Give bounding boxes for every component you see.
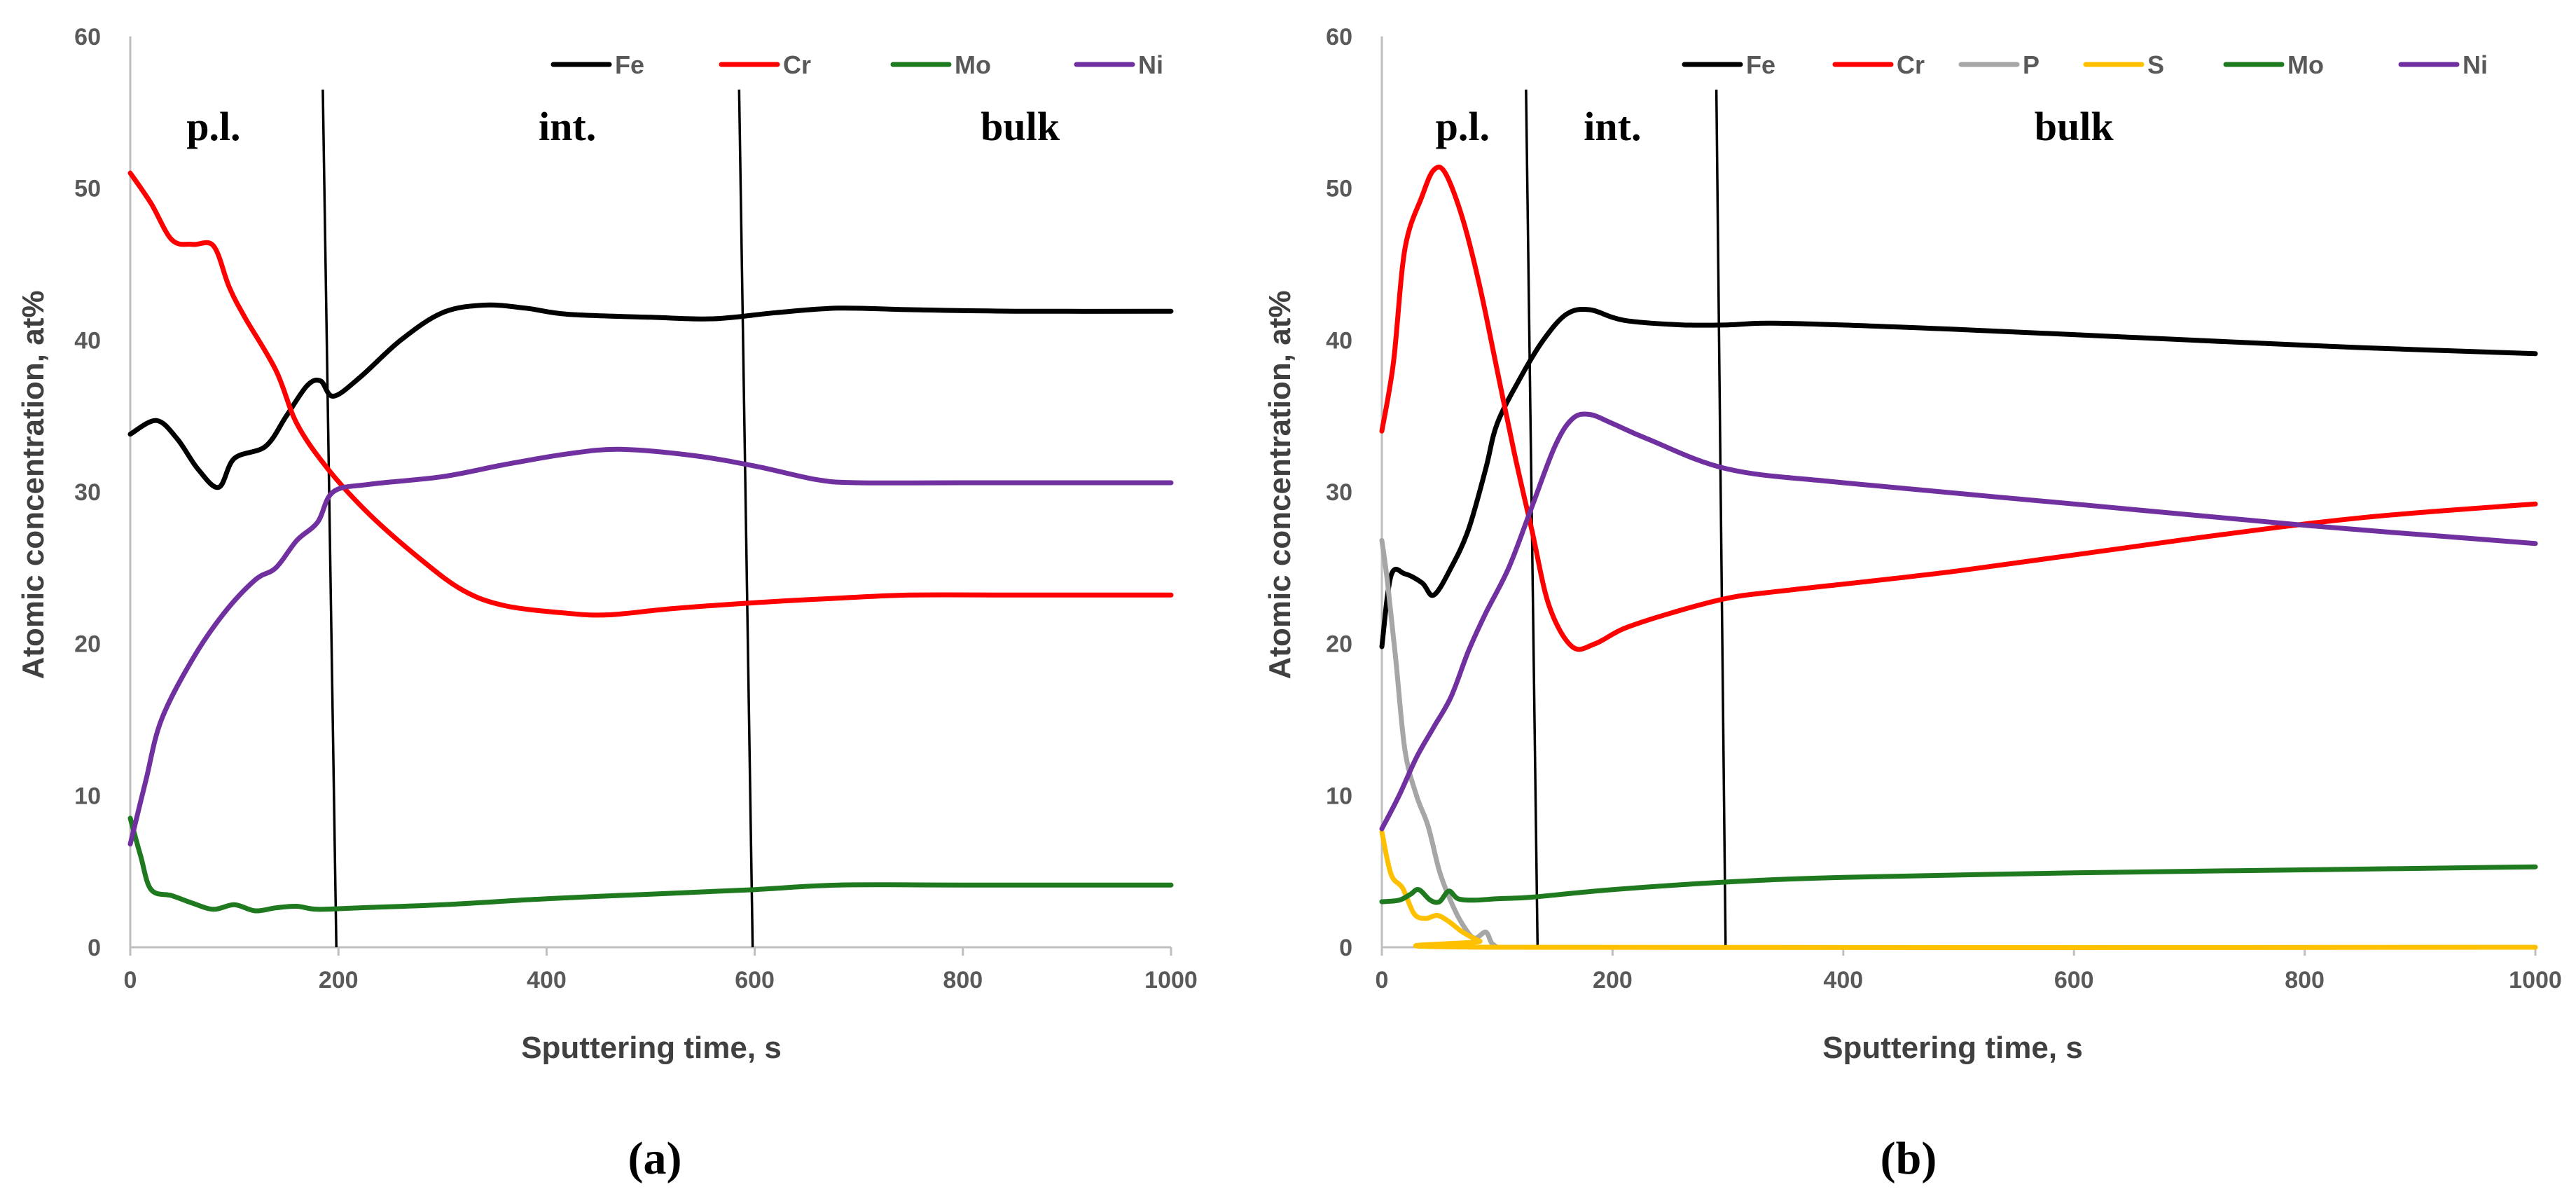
panel-a-y-tick-label: 30 [74, 479, 101, 506]
panel-b-region-boundary [1525, 89, 1539, 948]
panel-a-x-tick-label: 1000 [1144, 967, 1198, 994]
panel-a-y-tick-label: 50 [74, 176, 101, 202]
panel-a-region-boundary [321, 89, 338, 948]
panel-a-region-label: bulk [981, 104, 1060, 149]
panel-b-legend-label-fe: Fe [1746, 50, 1775, 79]
panel-b-series-mo-line [1379, 864, 2538, 905]
panel-a-legend-label-mo: Mo [955, 50, 991, 79]
panel-a-series-cr-line [127, 170, 1174, 618]
panel-b-region-label: int. [1584, 104, 1641, 149]
panel-b-x-tick-label: 200 [1593, 967, 1633, 994]
panel-b-region-label: bulk [2035, 104, 2114, 149]
panel-b-x-tick-label: 600 [2054, 967, 2094, 994]
panel-b-series-cr-line [1379, 164, 2538, 652]
panel-b-y-tick-label: 50 [1326, 176, 1352, 202]
panel-b-x-tick-label: 800 [2285, 967, 2325, 994]
panel-a-x-tick-label: 400 [527, 967, 567, 994]
panel-b-series-s-line [1379, 829, 2538, 951]
panel-a-y-tick-label: 40 [74, 327, 101, 354]
panel-a-legend-label-cr: Cr [783, 50, 811, 79]
panel-a-y-tick-label: 0 [88, 935, 101, 961]
panel-b-x-tick-label: 0 [1376, 967, 1389, 994]
panel-b-x-tick-label: 1000 [2509, 967, 2562, 994]
panel-b-y-tick-label: 60 [1326, 24, 1352, 50]
panel-b-legend-label-s: S [2147, 50, 2164, 79]
panel-a-y-axis-label: Atomic concentration, at% [16, 291, 50, 680]
panel-a-region-label: int. [539, 104, 596, 149]
panel-b-y-tick-label: 10 [1326, 783, 1352, 809]
panel-b-y-tick-label: 20 [1326, 631, 1352, 658]
panel-a-x-tick-label: 200 [319, 967, 359, 994]
panel-b-series-ni-line [1379, 411, 2538, 832]
panel-b-label: (b) [1881, 1133, 1937, 1184]
panel-b-region-boundary [1715, 89, 1727, 948]
panel-b-legend-label-mo: Mo [2287, 50, 2324, 79]
panel-a-label: (a) [628, 1133, 682, 1184]
panel-b-x-axis-label: Sputtering time, s [1822, 1031, 2083, 1065]
panel-b-legend-label-ni: Ni [2463, 50, 2488, 79]
panel-a-series-mo-line [127, 816, 1174, 914]
panel-a-region-boundary [738, 89, 754, 948]
panel-a-x-axis-label: Sputtering time, s [521, 1031, 782, 1065]
panel-b-y-tick-label: 0 [1339, 935, 1352, 961]
panel-a-x-tick-label: 600 [735, 967, 775, 994]
panel-b-y-tick-label: 30 [1326, 479, 1352, 506]
panel-b-series-p-line [1379, 537, 1500, 950]
panel-b-x-tick-label: 400 [1823, 967, 1863, 994]
panel-b-y-axis-label: Atomic concentration, at% [1263, 291, 1297, 680]
panel-b-region-label: p.l. [1436, 104, 1490, 149]
panel-a-y-tick-label: 60 [74, 24, 101, 50]
panel-a-series-ni-line [127, 446, 1174, 847]
panel-b-legend-label-cr: Cr [1897, 50, 1925, 79]
panel-a-y-tick-label: 10 [74, 783, 101, 809]
panel-b-y-tick-label: 40 [1326, 327, 1352, 354]
panel-a-x-tick-label: 800 [943, 967, 983, 994]
panel-a-y-tick-label: 20 [74, 631, 101, 658]
panel-a-series-fe-line [127, 302, 1174, 490]
panel-a-region-label: p.l. [186, 104, 240, 149]
panel-b-legend-label-p: P [2023, 50, 2040, 79]
panel-a-legend-label-fe: Fe [615, 50, 644, 79]
panel-a-x-tick-label: 0 [124, 967, 137, 994]
panel-b-series-fe-line [1379, 306, 2538, 649]
panel-a-legend-label-ni: Ni [1138, 50, 1163, 79]
